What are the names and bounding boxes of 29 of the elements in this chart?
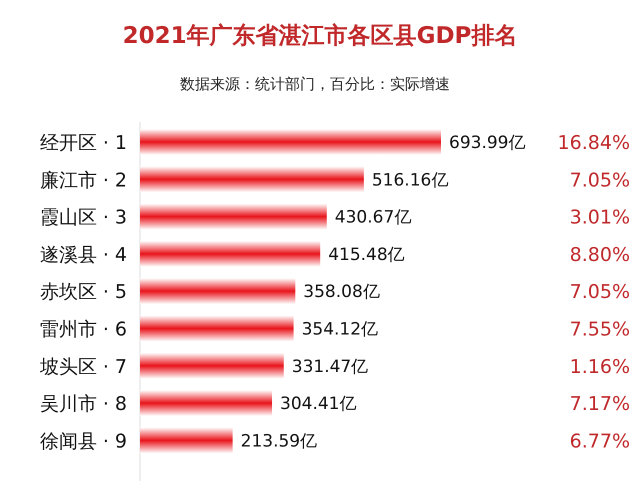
text: 16.84% [558, 132, 630, 154]
data-label: 430.67亿 [334, 208, 412, 228]
data-label: 693.99亿 [449, 133, 526, 153]
text: 7.05% [570, 281, 630, 304]
y-tick-label: 廉江市 · 2 [40, 169, 127, 192]
chart-subtitle: 数据来源：统计部门，百分比：实际增速 [180, 75, 450, 93]
y-tick-label: 赤坎区 · 5 [40, 281, 127, 304]
text: 7.05% [570, 169, 630, 192]
text: 3.01% [570, 206, 630, 229]
y-tick-label: 霞山区 · 3 [40, 206, 127, 229]
data-label: 358.08亿 [303, 282, 380, 302]
text: 7.17% [570, 393, 630, 416]
data-label: 354.12亿 [302, 320, 378, 340]
y-tick-label: 雷州市 · 6 [40, 318, 127, 340]
chart-title: 2021年广东省湛江市各区县GDP排名 [122, 22, 518, 49]
data-label: 213.59亿 [240, 431, 318, 452]
text: 1.16% [570, 356, 630, 378]
text: 6.77% [570, 430, 630, 452]
data-label: 516.16亿 [372, 170, 448, 190]
data-label: 304.41亿 [280, 394, 357, 414]
y-tick-label: 坡头区 · 7 [38, 356, 127, 378]
data-label: 415.48亿 [328, 244, 405, 265]
y-tick-label: 遂溪县 · 4 [40, 244, 127, 266]
y-tick-label: 吴川市 · 8 [40, 393, 127, 416]
text: 7.55% [570, 318, 630, 340]
data-label: 331.47亿 [292, 356, 368, 377]
y-tick-label: 徐闻县 · 9 [40, 430, 127, 452]
text: 8.80% [570, 244, 630, 266]
y-tick-label: 经开区 · 1 [40, 132, 127, 154]
